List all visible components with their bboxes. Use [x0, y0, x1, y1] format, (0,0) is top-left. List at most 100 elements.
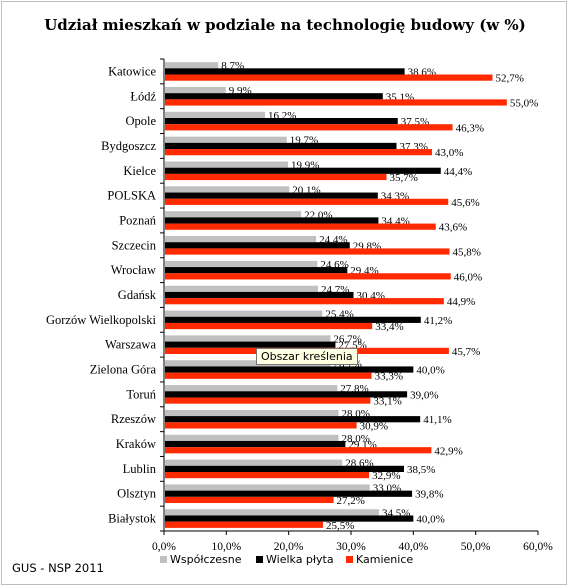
category-label: Gorzów Wielkopolski — [46, 313, 157, 327]
bar[interactable] — [165, 173, 387, 181]
data-label: 44,4% — [444, 166, 472, 178]
bar[interactable] — [165, 136, 287, 143]
x-tick-label: 0,0% — [152, 541, 176, 553]
bar[interactable] — [165, 360, 331, 367]
bar[interactable] — [165, 515, 414, 522]
bar[interactable] — [165, 217, 379, 224]
bar[interactable] — [165, 409, 339, 417]
legend-swatch — [346, 556, 353, 563]
bar[interactable] — [165, 285, 318, 292]
bar[interactable] — [165, 167, 441, 174]
bar[interactable] — [165, 111, 265, 119]
bar[interactable] — [165, 124, 453, 131]
plot-area-tooltip: Obszar kreślenia — [256, 348, 358, 365]
bar[interactable] — [165, 142, 397, 150]
bar[interactable] — [165, 223, 436, 230]
bar[interactable] — [165, 291, 354, 299]
bar[interactable] — [165, 118, 398, 125]
bar[interactable] — [165, 496, 334, 504]
bar[interactable] — [165, 471, 370, 479]
x-tick-label: 30,0% — [336, 541, 366, 553]
bar[interactable] — [165, 322, 373, 330]
category-label: Opole — [125, 114, 156, 128]
x-tick-label: 50,0% — [461, 541, 491, 553]
category-label: Łódź — [130, 89, 156, 103]
bar[interactable] — [165, 440, 346, 448]
bar[interactable] — [165, 236, 317, 243]
bar[interactable] — [165, 248, 450, 255]
bar[interactable] — [165, 385, 338, 392]
category-labels: Katowice Łódź Opole Bydgoszcz Kielce POLSKA Po… — [46, 64, 157, 525]
plot-area[interactable]: 8,7%38,6%52,7%9,9%35,1%55,0%16,2%37,5%46… — [165, 60, 538, 532]
bar[interactable] — [165, 484, 370, 491]
bar[interactable] — [165, 198, 449, 205]
bar[interactable] — [165, 391, 408, 398]
data-label: 39,0% — [410, 389, 438, 401]
data-label: 44,9% — [447, 296, 475, 308]
data-label: 33,4% — [375, 321, 403, 333]
data-label: 28,0% — [342, 433, 370, 445]
bar[interactable] — [165, 149, 433, 156]
bar[interactable] — [165, 372, 372, 379]
bar[interactable] — [165, 267, 348, 274]
bar[interactable] — [165, 68, 405, 75]
chart-title: Udział mieszkań w podziale na technologi… — [44, 16, 526, 34]
data-label: 37,5% — [401, 116, 429, 128]
data-label: 41,1% — [423, 414, 451, 426]
data-label: 39,8% — [415, 489, 443, 501]
category-label: Poznań — [119, 213, 157, 227]
legend-label: Współczesne — [170, 553, 242, 566]
bar[interactable] — [165, 397, 371, 404]
bar[interactable] — [165, 366, 414, 373]
bar[interactable] — [165, 242, 350, 249]
category-label: Lublin — [123, 462, 157, 476]
category-label: Bydgoszcz — [101, 139, 156, 153]
x-axis: 0,0% 10,0% 20,0% 30,0% 40,0% 50,0% 60,0% — [152, 58, 553, 553]
bar[interactable] — [165, 422, 357, 429]
bar[interactable] — [165, 341, 336, 348]
bar[interactable] — [165, 310, 323, 317]
bar[interactable] — [165, 74, 493, 81]
data-label: 32,9% — [372, 470, 400, 482]
bar[interactable] — [165, 509, 380, 516]
bar[interactable] — [165, 416, 421, 423]
category-label: Gdańsk — [118, 288, 157, 302]
bar[interactable] — [165, 434, 339, 441]
bar[interactable] — [165, 459, 343, 466]
category-label: Warszawa — [105, 338, 156, 352]
bar[interactable] — [165, 316, 421, 323]
bar[interactable] — [165, 186, 290, 193]
bar[interactable] — [165, 93, 383, 100]
data-label: 40,0% — [416, 514, 444, 526]
bar[interactable] — [165, 99, 507, 106]
data-label: 43,0% — [435, 147, 463, 159]
data-label: 33,1% — [373, 396, 401, 408]
legend-label: Wielka płyta — [266, 553, 334, 566]
category-label: Białystok — [108, 512, 157, 526]
x-tick-label: 60,0% — [523, 541, 553, 553]
bar[interactable] — [165, 465, 404, 472]
bar[interactable] — [165, 161, 289, 168]
source-note: GUS - NSP 2011 — [12, 561, 104, 575]
bar[interactable] — [165, 447, 432, 454]
bar[interactable] — [165, 490, 413, 497]
bar[interactable] — [165, 62, 219, 69]
category-label: Wrocław — [111, 263, 156, 277]
data-label: 45,7% — [452, 346, 480, 358]
bar[interactable] — [165, 521, 323, 528]
data-label: 33,3% — [375, 371, 403, 383]
data-label: 46,3% — [456, 122, 484, 134]
bar[interactable] — [165, 86, 226, 94]
bar[interactable] — [165, 298, 444, 305]
legend-swatch — [256, 556, 263, 563]
category-label: Szczecin — [112, 238, 157, 252]
bar[interactable] — [165, 335, 331, 342]
data-label: 45,6% — [451, 197, 479, 209]
bar[interactable] — [165, 211, 302, 218]
data-label: 35,7% — [390, 172, 418, 184]
bar[interactable] — [165, 260, 318, 268]
bar[interactable] — [165, 273, 451, 280]
bar[interactable] — [165, 192, 378, 199]
